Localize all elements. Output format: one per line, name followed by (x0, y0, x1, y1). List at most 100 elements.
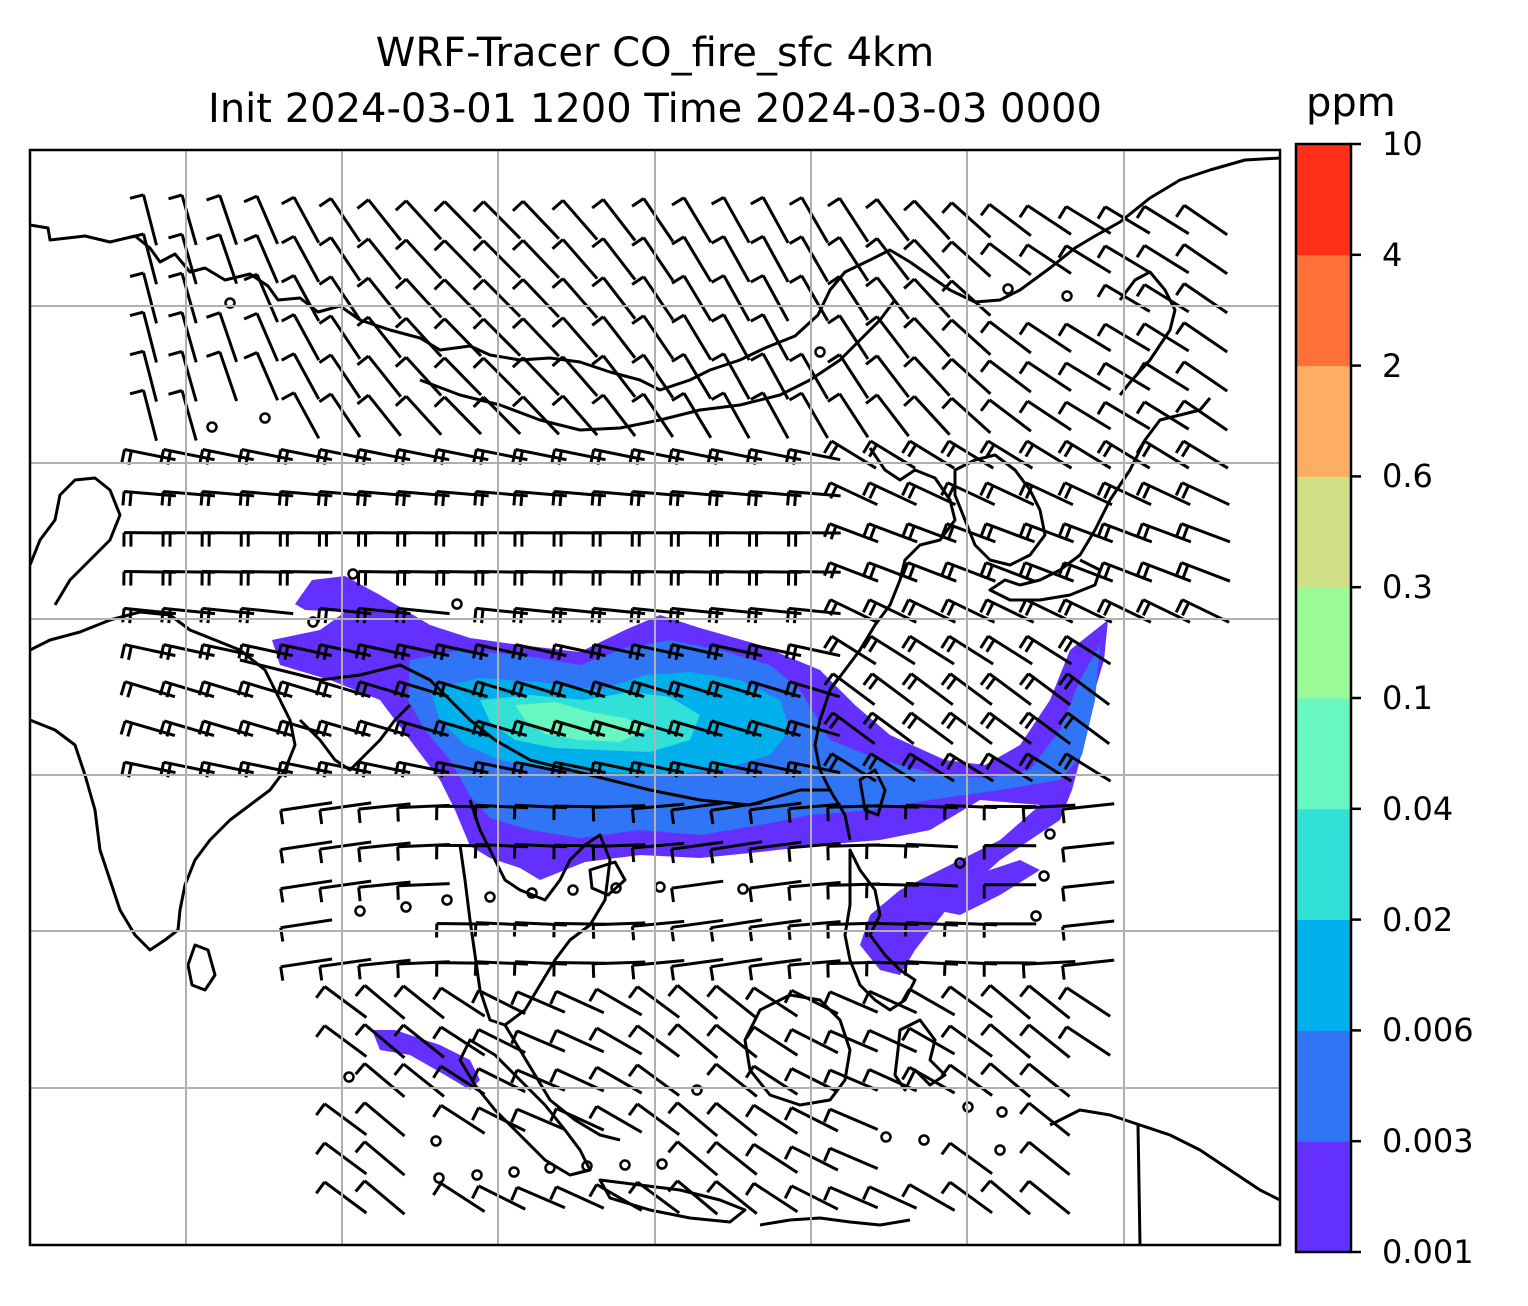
wind-barb (865, 237, 910, 281)
wind-barb (827, 353, 870, 400)
wind-barb (629, 606, 685, 624)
wind-barb (706, 1180, 758, 1215)
wind-barb (511, 317, 560, 358)
wind-barb (129, 310, 158, 363)
wind-barb (511, 239, 560, 279)
wind-barb (1061, 802, 1115, 824)
wind-barb (394, 606, 450, 624)
calm-wind-marker (691, 1084, 703, 1096)
wind-barb (630, 841, 685, 863)
wind-barb (280, 195, 321, 244)
wind-barb (318, 392, 362, 438)
wind-barb (1096, 400, 1151, 431)
calm-wind-marker (430, 1135, 442, 1147)
wind-barb (787, 959, 841, 980)
wind-barb (706, 643, 763, 661)
wind-barb (787, 802, 841, 823)
wind-barb (354, 1140, 406, 1177)
wind-barb (432, 1103, 486, 1135)
wind-barb (710, 274, 751, 322)
calm-wind-marker (526, 887, 538, 899)
colorbar-tick-label: 0.3 (1382, 568, 1433, 607)
wind-barb (1057, 752, 1112, 783)
colorbar-band (1296, 1030, 1351, 1142)
wind-barb (1018, 204, 1072, 236)
colorbar (1294, 142, 1361, 1254)
wind-barb (198, 643, 254, 661)
wind-barb (243, 312, 279, 362)
wind-barb (280, 352, 321, 400)
wind-barb (979, 203, 1032, 237)
calm-wind-marker (918, 1134, 930, 1146)
colorbar-band (1296, 254, 1351, 367)
wind-barb (168, 310, 198, 363)
calm-wind-marker (224, 297, 236, 309)
wind-barb (941, 318, 992, 356)
wind-barb (783, 1106, 839, 1133)
calm-wind-marker (400, 901, 412, 913)
wind-barb (862, 989, 918, 1015)
wind-barb (318, 879, 372, 903)
wind-barb (827, 196, 870, 243)
wind-barb (433, 200, 483, 240)
wind-barb (784, 643, 841, 661)
wind-barb (979, 242, 1032, 276)
wind-barb (979, 634, 1034, 666)
calm-wind-marker (508, 1166, 520, 1178)
calm-wind-marker (544, 1162, 556, 1174)
wind-barb (865, 276, 910, 320)
wind-barb (393, 643, 450, 661)
wind-barb (473, 960, 528, 976)
colorbar-tick-label: 4 (1382, 235, 1403, 274)
wind-barb (591, 354, 637, 398)
wind-barb (206, 350, 239, 402)
wind-barb (160, 490, 216, 507)
map-frame (28, 148, 1282, 1247)
colorbar-tick-label: 0.6 (1382, 457, 1433, 496)
colorbar-band (1296, 698, 1351, 810)
wind-barb (356, 315, 402, 359)
wind-barb (901, 481, 957, 507)
wind-barb (901, 752, 955, 783)
wind-barb (394, 316, 443, 358)
wind-barb (472, 317, 522, 357)
wind-barb (982, 883, 1037, 899)
wind-barb (980, 1179, 1032, 1216)
wind-barb (432, 1025, 486, 1057)
wind-barb (1018, 711, 1072, 746)
wind-barb (744, 1064, 799, 1096)
wind-barb (1061, 919, 1115, 941)
wind-barb (979, 359, 1032, 394)
wind-barb (433, 395, 483, 436)
wind-barb (512, 606, 568, 624)
wind-barb (901, 711, 954, 746)
wind-barb (865, 198, 910, 242)
plot-title-line2: Init 2024-03-01 1200 Time 2024-03-03 000… (208, 86, 1102, 132)
wind-barb (671, 391, 713, 439)
wind-barb (394, 277, 443, 319)
wind-barb (630, 802, 685, 824)
wind-barb (276, 643, 333, 661)
wind-barb (433, 239, 483, 279)
wind-barb (862, 672, 915, 706)
wind-barb (1135, 400, 1190, 431)
wind-barb (903, 277, 951, 319)
wind-barb (354, 1179, 406, 1216)
colorbar-bands (1296, 144, 1351, 1253)
wind-barb (280, 391, 321, 440)
wind-barb (1135, 361, 1190, 392)
wind-barb (129, 232, 158, 285)
coast-srilanka (186, 943, 217, 992)
wind-barb (941, 240, 992, 278)
wind-barb (1057, 481, 1113, 507)
wind-barb (1057, 361, 1112, 392)
colorbar-band (1296, 808, 1351, 921)
wind-barb (279, 879, 333, 903)
wind-barb (315, 1141, 368, 1176)
wind-barb (748, 840, 802, 864)
wind-barb (631, 353, 675, 399)
wind-barb (433, 317, 483, 357)
wind-barb (940, 634, 994, 666)
wind-barb (473, 921, 528, 937)
